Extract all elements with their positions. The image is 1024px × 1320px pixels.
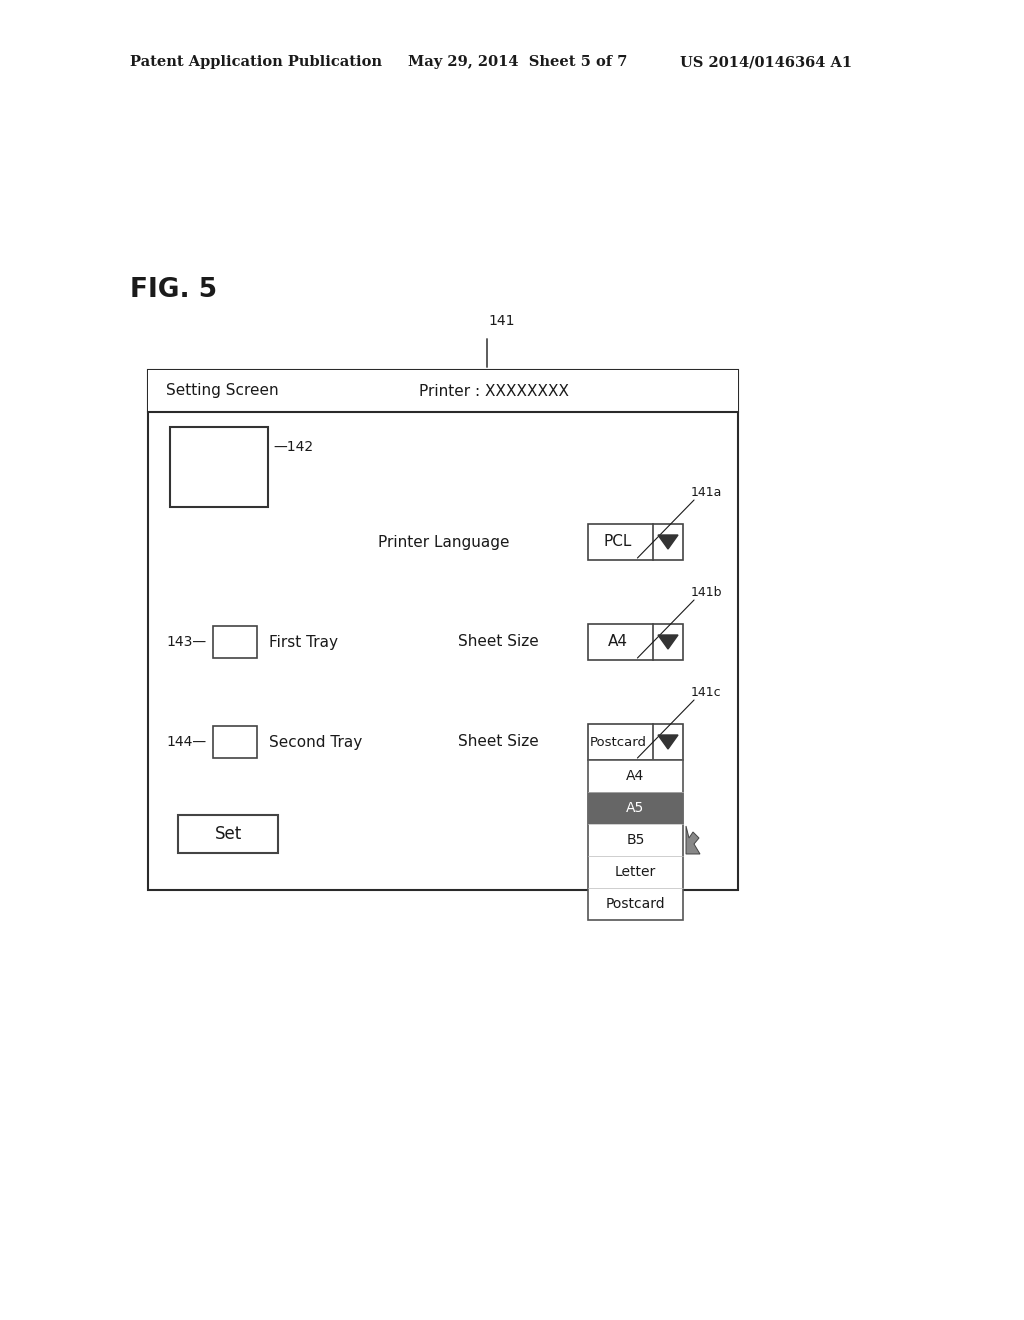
Text: FIG. 5: FIG. 5 — [130, 277, 217, 304]
Text: Set: Set — [214, 825, 242, 843]
Polygon shape — [658, 735, 678, 748]
Text: May 29, 2014  Sheet 5 of 7: May 29, 2014 Sheet 5 of 7 — [408, 55, 628, 69]
Text: Postcard: Postcard — [590, 735, 646, 748]
Text: US 2014/0146364 A1: US 2014/0146364 A1 — [680, 55, 852, 69]
Bar — [213, 726, 257, 758]
Bar — [588, 792, 683, 824]
Bar — [178, 814, 278, 853]
Text: 141b: 141b — [691, 586, 723, 598]
Text: A5: A5 — [627, 801, 645, 814]
Text: 143—: 143— — [166, 635, 206, 649]
Text: 141a: 141a — [691, 486, 722, 499]
Text: Setting Screen: Setting Screen — [166, 384, 279, 399]
Bar — [170, 426, 268, 507]
Polygon shape — [658, 635, 678, 649]
Text: 141c: 141c — [691, 685, 722, 698]
Bar — [148, 370, 738, 412]
Bar — [588, 524, 683, 560]
Text: 144—: 144— — [166, 735, 206, 748]
Text: Sheet Size: Sheet Size — [458, 635, 539, 649]
Text: A4: A4 — [627, 770, 645, 783]
Text: Letter: Letter — [614, 865, 656, 879]
Polygon shape — [658, 535, 678, 549]
Text: 141: 141 — [488, 314, 515, 327]
Text: B5: B5 — [627, 833, 645, 847]
Bar — [588, 624, 683, 660]
Bar — [588, 760, 683, 920]
Text: Printer : XXXXXXXX: Printer : XXXXXXXX — [420, 384, 569, 399]
Text: Sheet Size: Sheet Size — [458, 734, 539, 750]
Text: Patent Application Publication: Patent Application Publication — [130, 55, 382, 69]
Bar — [588, 723, 683, 760]
Text: A4: A4 — [608, 635, 628, 649]
Text: —142: —142 — [273, 440, 313, 454]
Text: Postcard: Postcard — [605, 898, 666, 911]
Text: First Tray: First Tray — [269, 635, 338, 649]
Text: Second Tray: Second Tray — [269, 734, 362, 750]
Polygon shape — [686, 826, 700, 854]
Bar — [213, 626, 257, 657]
Bar — [148, 370, 738, 890]
Text: PCL: PCL — [604, 535, 632, 549]
Text: Printer Language: Printer Language — [378, 535, 510, 549]
